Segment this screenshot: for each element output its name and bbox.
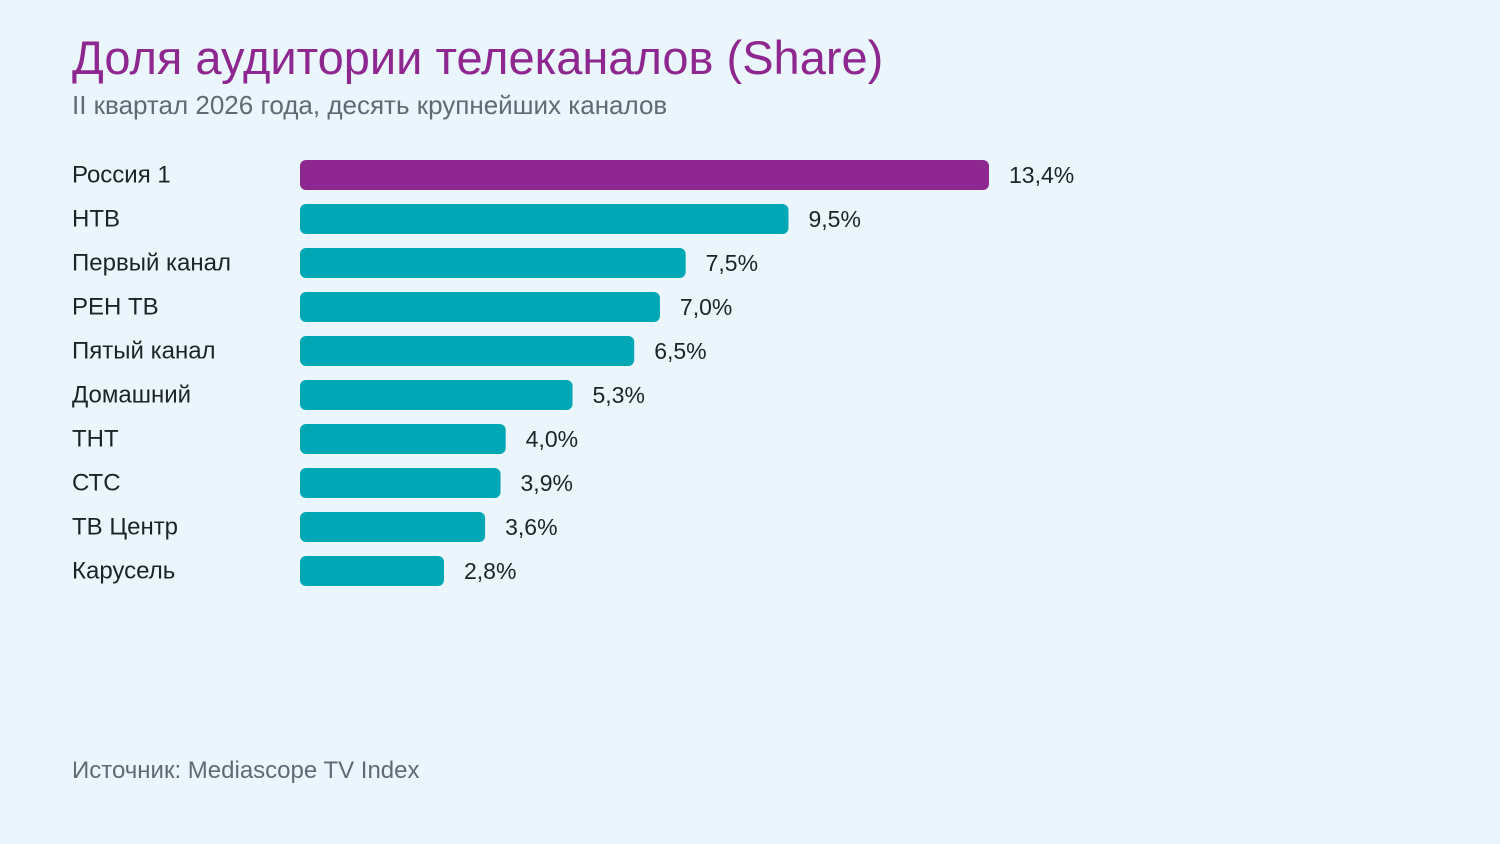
bar-row: Россия 1 13,4%: [72, 160, 1074, 190]
bar-row: СТС 3,9%: [72, 468, 573, 498]
bar-row: Домашний 5,3%: [72, 380, 645, 410]
value-label: 7,0%: [680, 294, 732, 320]
bar-row: Карусель 2,8%: [72, 556, 516, 586]
value-label: 13,4%: [1009, 162, 1074, 188]
bar: [300, 512, 486, 542]
bar-row: Пятый канал 6,5%: [72, 336, 707, 366]
chart-title: Доля аудитории телеканалов (Share): [72, 31, 884, 84]
category-label: Пятый канал: [72, 338, 216, 365]
category-label: ТВ Центр: [72, 514, 178, 541]
bar: [300, 248, 686, 278]
bar: [300, 204, 789, 234]
category-label: Домашний: [72, 382, 191, 409]
bar-row: ТВ Центр 3,6%: [72, 512, 558, 542]
chart-subtitle: II квартал 2026 года, десять крупнейших …: [72, 90, 668, 120]
value-label: 2,8%: [464, 558, 516, 584]
bar: [300, 160, 989, 190]
bar-row: ТНТ 4,0%: [72, 424, 578, 454]
source-note: Источник: Mediascope TV Index: [72, 757, 420, 784]
category-label: РЕН ТВ: [72, 294, 159, 321]
value-label: 7,5%: [706, 250, 758, 276]
category-label: ТНТ: [72, 426, 119, 453]
bar: [300, 380, 573, 410]
category-label: Россия 1: [72, 162, 171, 189]
bar-row: РЕН ТВ 7,0%: [72, 292, 732, 322]
bar: [300, 292, 660, 322]
category-label: НТВ: [72, 206, 120, 233]
bar-row: Первый канал 7,5%: [72, 248, 758, 278]
value-label: 5,3%: [593, 382, 645, 408]
category-label: Первый канал: [72, 250, 231, 277]
bar: [300, 556, 444, 586]
bar: [300, 424, 506, 454]
value-label: 3,9%: [521, 470, 573, 496]
value-label: 3,6%: [505, 514, 557, 540]
bar: [300, 336, 635, 366]
bar: [300, 468, 501, 498]
value-label: 6,5%: [654, 338, 706, 364]
value-label: 4,0%: [526, 426, 578, 452]
bar-row: НТВ 9,5%: [72, 204, 861, 234]
category-label: Карусель: [72, 558, 175, 585]
value-label: 9,5%: [808, 206, 860, 232]
category-label: СТС: [72, 470, 121, 497]
